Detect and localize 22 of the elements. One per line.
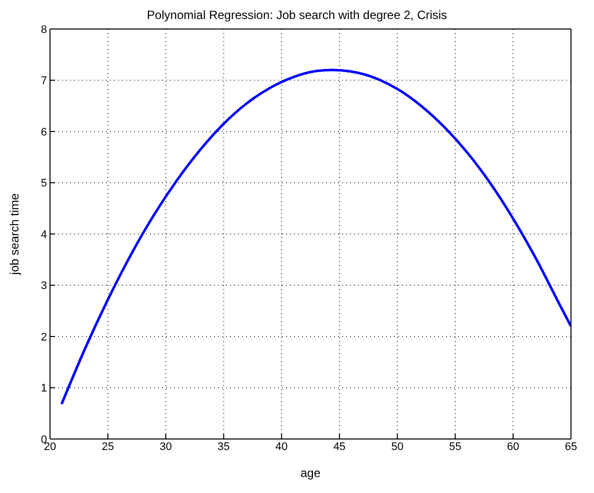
y-tick-label: 1 [40,382,47,395]
y-tick-label: 2 [40,331,47,344]
x-tick-label: 35 [218,440,230,453]
x-tick-label: 45 [333,440,346,453]
y-tick-label: 7 [40,75,47,88]
line-series [60,68,571,406]
y-tick-label: 6 [40,126,47,138]
y-tick-label: 5 [40,178,47,190]
chart-title: Polynomial Regression: Job search with degree 2, Crisis [146,8,448,24]
y-axis-title: job search time [7,192,22,276]
x-tick-label: 30 [160,440,172,453]
x-tick-label: 25 [102,440,114,453]
y-tick-label: 8 [40,24,47,36]
y-tick-label: 0 [40,434,47,446]
x-tick-label: 55 [449,440,462,453]
x-tick-label: 60 [506,440,520,453]
x-tick-label: 65 [564,440,578,453]
x-tick-label: 50 [391,440,404,453]
x-axis-title: age [300,466,321,480]
x-tick-label: 40 [275,440,288,453]
y-tick-label: 4 [40,228,47,241]
y-tick-label: 3 [40,280,47,292]
